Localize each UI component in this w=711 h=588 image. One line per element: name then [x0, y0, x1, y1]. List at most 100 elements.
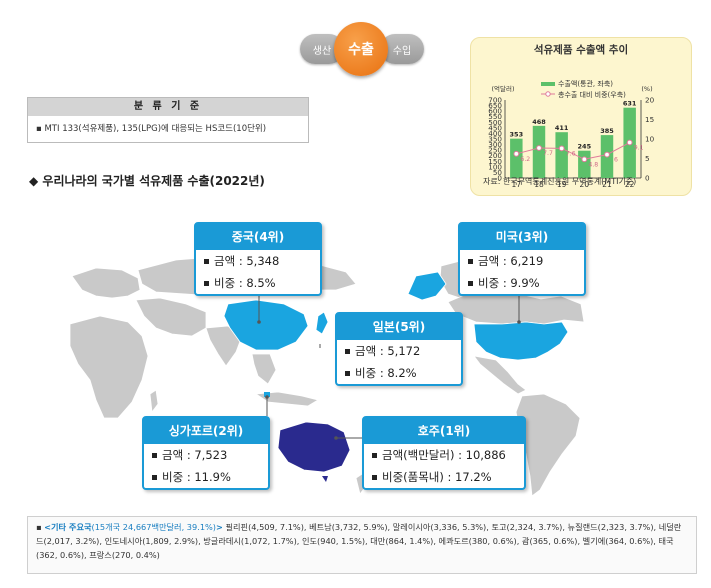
- chart-source: 자료: 한국무역통계진흥원 무역통계(MTI기준): [483, 177, 637, 186]
- card-japan-amount: 금액 : 5,172: [337, 340, 461, 362]
- legend-bar-label: 수출액(통관, 좌축): [558, 79, 613, 88]
- y-tick-left-label: 450: [488, 123, 502, 132]
- process-tabs: 생산 수입 수출: [300, 14, 430, 80]
- y-tick-left-label: 150: [488, 157, 502, 166]
- y-axis-left-label: (억달러): [491, 84, 514, 93]
- y-tick-left-label: 200: [488, 151, 502, 160]
- export-trend-chart: 0501001502002503003504004505005506006507…: [488, 79, 655, 189]
- card-japan: 일본(5위) 금액 : 5,172 비중 : 8.2%: [335, 312, 463, 386]
- footnote-detail: (15개국 24,667백만달러, 39.1%): [91, 522, 216, 532]
- y-tick-right-label: 10: [645, 135, 655, 144]
- singapore-shape: [264, 392, 270, 397]
- section-title-text: 우리나라의 국가별 석유제품 수출(2022년): [42, 174, 265, 188]
- chart-title: 석유제품 수출액 추이: [533, 44, 629, 56]
- share-value-label: 7.7: [543, 150, 553, 157]
- bar-value-label: 411: [555, 124, 569, 132]
- footnote-label: <기타 주요국: [44, 522, 92, 532]
- middle-east-shape: [135, 297, 207, 337]
- x-tick-label: 18: [534, 180, 544, 189]
- card-china: 중국(4위) 금액 : 5,348 비중 : 8.5%: [194, 222, 322, 296]
- classification-text: MTI 133(석유제품), 135(LPG)에 대응되는 HS코드(10단위): [44, 124, 267, 134]
- share-value-label: 6: [614, 157, 618, 164]
- card-australia: 호주(1위) 금액(백만달러) : 10,886 비중(품목내) : 17.2%: [362, 416, 526, 490]
- legend-bar-swatch: [541, 82, 555, 86]
- y-tick-left-label: 650: [488, 101, 502, 110]
- legend-line-label: 총수출 대비 비중(우축): [558, 90, 626, 99]
- bar-value-label: 245: [578, 143, 592, 151]
- singapore-connector-dot: [265, 395, 269, 399]
- share-point-22: [626, 139, 633, 146]
- classification-title: 분 류 기 준: [28, 98, 308, 116]
- card-china-amount: 금액 : 5,348: [196, 250, 320, 272]
- y-tick-left-label: 500: [488, 118, 502, 127]
- share-value-label: 4.8: [588, 161, 598, 168]
- y-tick-right-label: 20: [645, 96, 655, 105]
- usa-shape: [473, 321, 569, 361]
- y-tick-left-label: 600: [488, 107, 502, 116]
- share-point-21: [604, 151, 610, 158]
- footnote-text: 필리핀(4,509, 7.1%), 베트남(3,732, 5.9%), 말레이시…: [36, 522, 682, 560]
- card-china-share: 비중 : 8.5%: [196, 272, 320, 294]
- y-tick-left-label: 50: [493, 168, 503, 177]
- card-singapore-amount: 금액 : 7,523: [144, 444, 268, 466]
- x-tick-label: 19: [557, 180, 567, 189]
- indonesia-shape: [254, 391, 320, 407]
- y-tick-left-label: 300: [488, 140, 502, 149]
- y-tick-right-label: 0: [645, 174, 650, 183]
- bar-18: [532, 125, 546, 178]
- card-japan-title: 일본(5위): [337, 314, 461, 340]
- australia-connector-dot: [334, 436, 338, 440]
- share-point-20: [581, 156, 588, 163]
- bar-19: [555, 132, 568, 178]
- y-tick-left-label: 700: [488, 96, 502, 105]
- card-australia-share: 비중(품목내) : 17.2%: [364, 466, 524, 488]
- bar-value-label: 468: [532, 118, 546, 126]
- share-value-label: 6.2: [520, 156, 530, 163]
- share-point-17: [513, 150, 520, 157]
- y-axis-right-label: (%): [641, 85, 652, 93]
- alaska-shape: [407, 271, 447, 301]
- y-tick-left-label: 0: [497, 174, 502, 183]
- x-tick-label: 17: [512, 180, 522, 189]
- china-connector-dot: [257, 320, 261, 324]
- card-singapore: 싱가포르(2위) 금액 : 7,523 비중 : 11.9%: [142, 416, 270, 490]
- card-singapore-title: 싱가포르(2위): [144, 418, 268, 444]
- other-countries-footnote: ▪ <기타 주요국(15개국 24,667백만달러, 39.1%)> 필리핀(4…: [27, 516, 697, 574]
- card-singapore-share: 비중 : 11.9%: [144, 466, 268, 488]
- y-tick-left-label: 550: [488, 112, 502, 121]
- tasmania-shape: [322, 476, 328, 482]
- y-tick-left-label: 250: [488, 146, 502, 155]
- australia-shape: [277, 421, 351, 473]
- share-value-label: 7.6: [566, 150, 576, 157]
- southeast-asia-shape: [251, 353, 277, 385]
- tab-export[interactable]: 수출: [334, 22, 388, 76]
- x-tick-label: 20: [580, 180, 590, 189]
- classification-text-row: ▪ MTI 133(석유제품), 135(LPG)에 대응되는 HS코드(10단…: [36, 124, 267, 134]
- bar-value-label: 353: [510, 131, 524, 139]
- share-point-18: [536, 145, 542, 151]
- section-title: ◆ 우리나라의 국가별 석유제품 수출(2022년): [29, 174, 265, 188]
- y-tick-left-label: 400: [488, 129, 502, 138]
- card-usa: 미국(3위) 금액 : 6,219 비중 : 9.9%: [458, 222, 586, 296]
- card-usa-share: 비중 : 9.9%: [460, 272, 584, 294]
- y-tick-right-label: 5: [645, 154, 650, 163]
- bar-17: [510, 138, 523, 178]
- europe-shape: [71, 267, 141, 299]
- footnote-close: >: [216, 522, 223, 532]
- card-china-title: 중국(4위): [196, 224, 320, 250]
- legend-line-marker: [545, 91, 551, 97]
- export-trend-chart-panel: 석유제품 수출액 추이 0 50 100 150 200 250 300 350 400 450 5…: [470, 37, 692, 196]
- madagascar-shape: [149, 389, 159, 414]
- card-usa-title: 미국(3위): [460, 224, 584, 250]
- x-tick-label: 21: [602, 180, 612, 189]
- africa-shape: [69, 315, 149, 419]
- card-japan-share: 비중 : 8.2%: [337, 362, 461, 384]
- y-tick-left-label: 100: [488, 162, 502, 171]
- x-tick-label: 22: [625, 180, 635, 189]
- card-australia-title: 호주(1위): [364, 418, 524, 444]
- bar-value-label: 385: [600, 127, 614, 135]
- mexico-shape: [473, 355, 527, 395]
- japan-shape: [315, 311, 329, 335]
- card-australia-amount: 금액(백만달러) : 10,886: [364, 444, 524, 466]
- share-line: [516, 142, 630, 160]
